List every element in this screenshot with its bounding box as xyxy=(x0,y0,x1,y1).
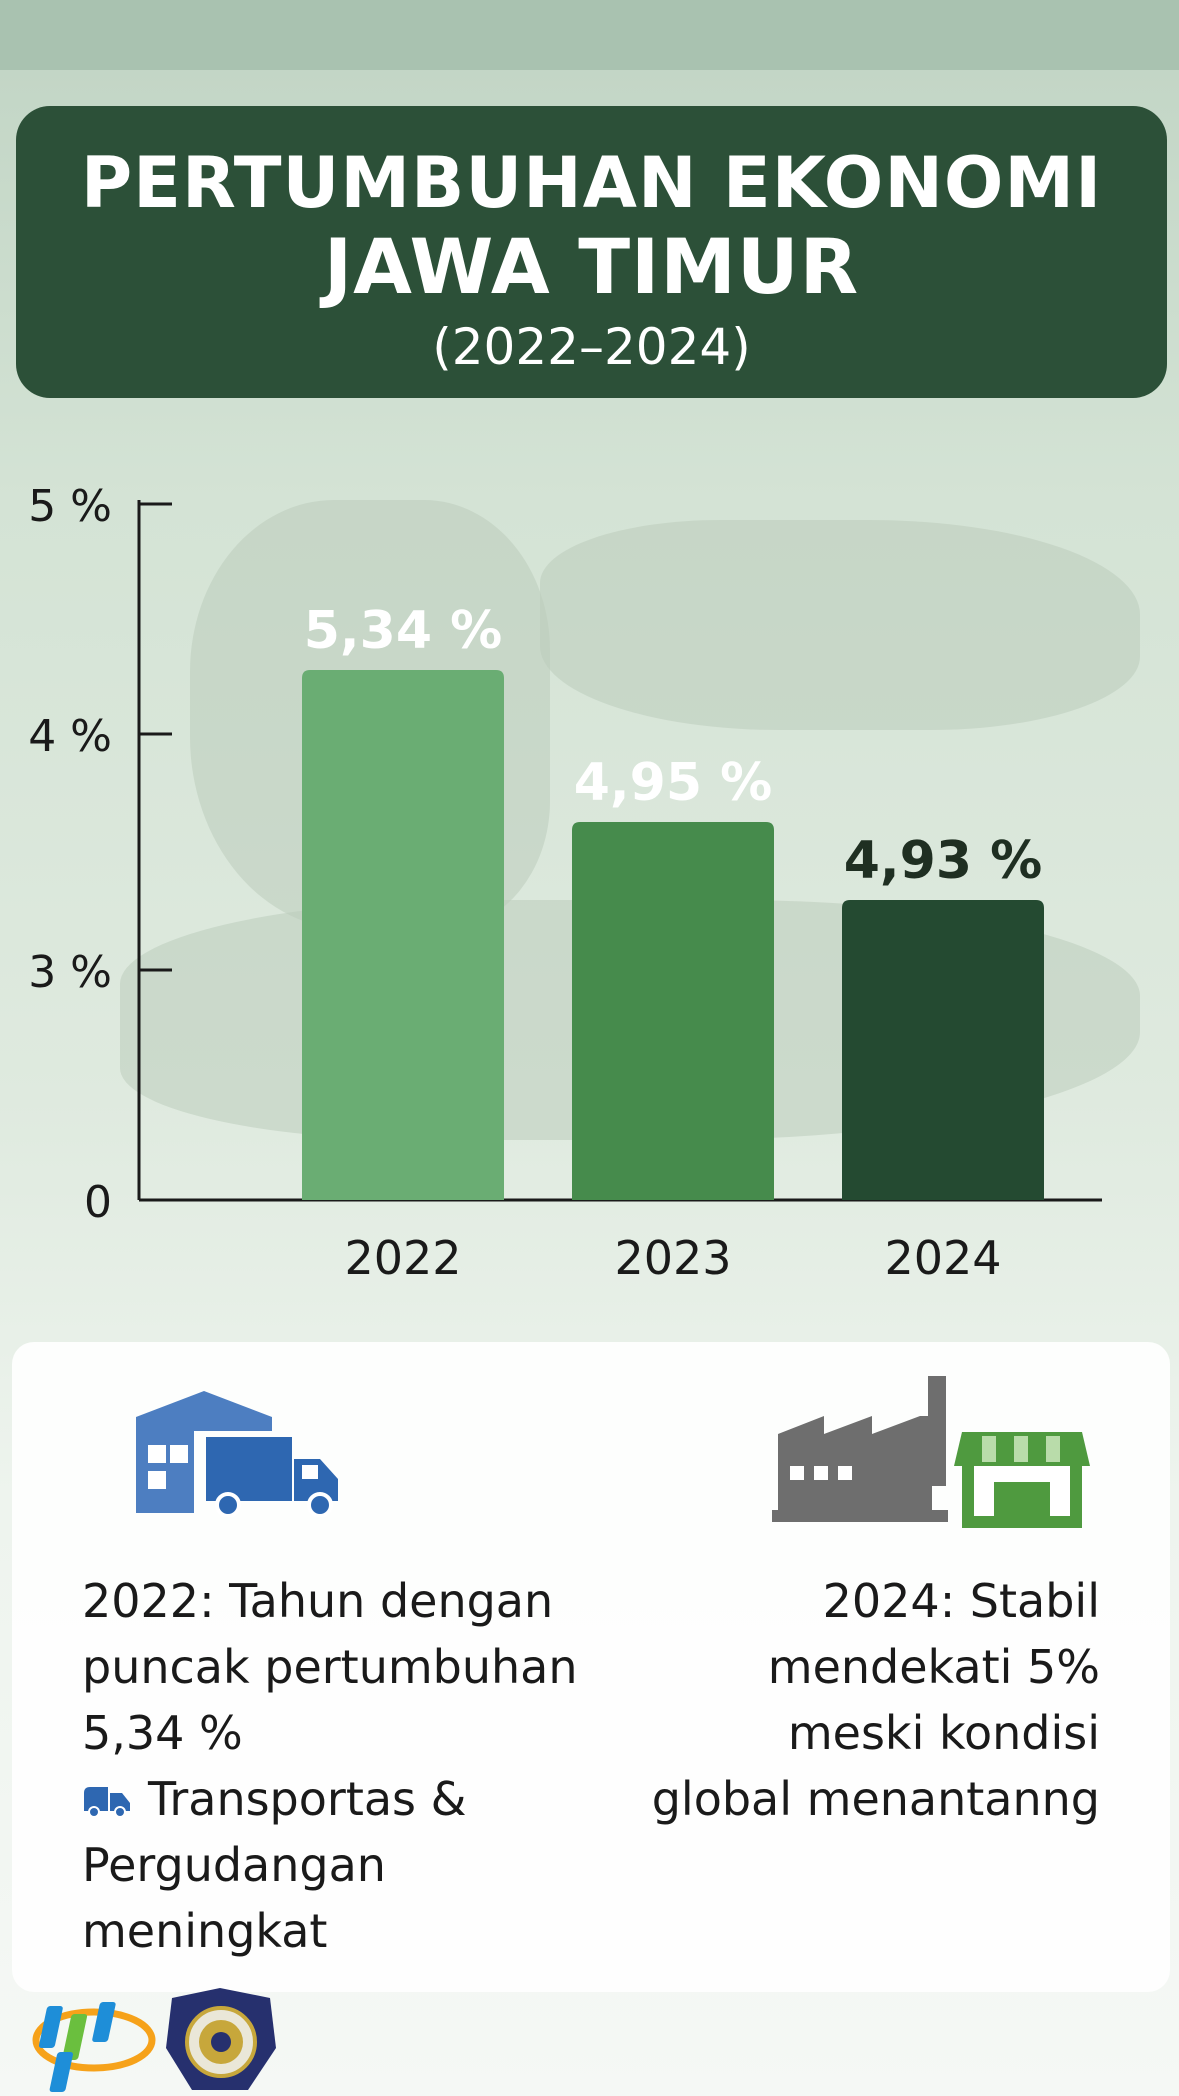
bar-2024 xyxy=(842,900,1044,1200)
bar-2022 xyxy=(302,670,504,1200)
data-label: 4,93 % xyxy=(844,831,1043,891)
left-info-line-4-text: Transportas & xyxy=(148,1772,467,1826)
left-info-line-2: puncak pertumbuhan xyxy=(82,1640,578,1694)
left-info-line-3: 5,34 % xyxy=(82,1706,243,1760)
info-card: 2022: Tahun dengan puncak pertumbuhan 5,… xyxy=(12,1342,1170,1992)
bar-2023 xyxy=(572,822,774,1200)
left-info-line-6: meningkat xyxy=(82,1904,328,1958)
page-period: (2022–2024) xyxy=(432,318,751,376)
right-info-line-1: 2024: Stabil xyxy=(822,1574,1100,1628)
warehouse-truck-icon xyxy=(136,1391,338,1517)
left-info-line-1: 2022: Tahun dengan xyxy=(82,1574,554,1628)
bps-logo xyxy=(32,2002,156,2092)
factory-store-icon xyxy=(772,1376,1090,1528)
right-info-line-3: meski kondisi xyxy=(787,1706,1100,1760)
right-info-line-4: global menantanng xyxy=(651,1772,1100,1826)
page-title: PERTUMBUHAN EKONOMI xyxy=(80,142,1103,224)
y-tick-label: 0 xyxy=(84,1177,112,1228)
x-tick-label: 2022 xyxy=(344,1231,461,1285)
left-info-text: 2022: Tahun dengan puncak pertumbuhan 5,… xyxy=(82,1568,662,1964)
university-seal-logo xyxy=(166,1988,276,2090)
title-banner: PERTUMBUHAN EKONOMI JAWA TIMUR (2022–202… xyxy=(16,106,1167,398)
x-tick-label: 2024 xyxy=(884,1231,1001,1285)
left-info-line-5: Pergudangan xyxy=(82,1838,386,1892)
data-label: 4,95 % xyxy=(574,753,773,813)
truck-icon xyxy=(84,1787,130,1818)
left-info-line-4: Transportas & xyxy=(82,1766,662,1832)
chart-svg: 0 3 % 4 % 5 % 5,34 % 2022 4,95 % 2023 4,93 % 2024 xyxy=(28,481,1102,1285)
y-tick-label: 4 % xyxy=(28,711,112,762)
right-info-text: 2024: Stabil mendekati 5% meski kondisi … xyxy=(540,1568,1100,1832)
map-silhouette-east xyxy=(540,520,1140,730)
growth-bar-chart: 0 3 % 4 % 5 % 5,34 % 2022 4,95 % 2023 4,93 % 2024 xyxy=(0,470,1179,1310)
right-info-line-2: mendekati 5% xyxy=(767,1640,1100,1694)
page-title-region: JAWA TIMUR xyxy=(323,222,860,311)
data-label: 5,34 % xyxy=(304,601,503,661)
logos xyxy=(32,1988,276,2092)
y-tick-label: 5 % xyxy=(28,481,112,532)
x-tick-label: 2023 xyxy=(614,1231,731,1285)
y-tick-label: 3 % xyxy=(28,947,112,998)
